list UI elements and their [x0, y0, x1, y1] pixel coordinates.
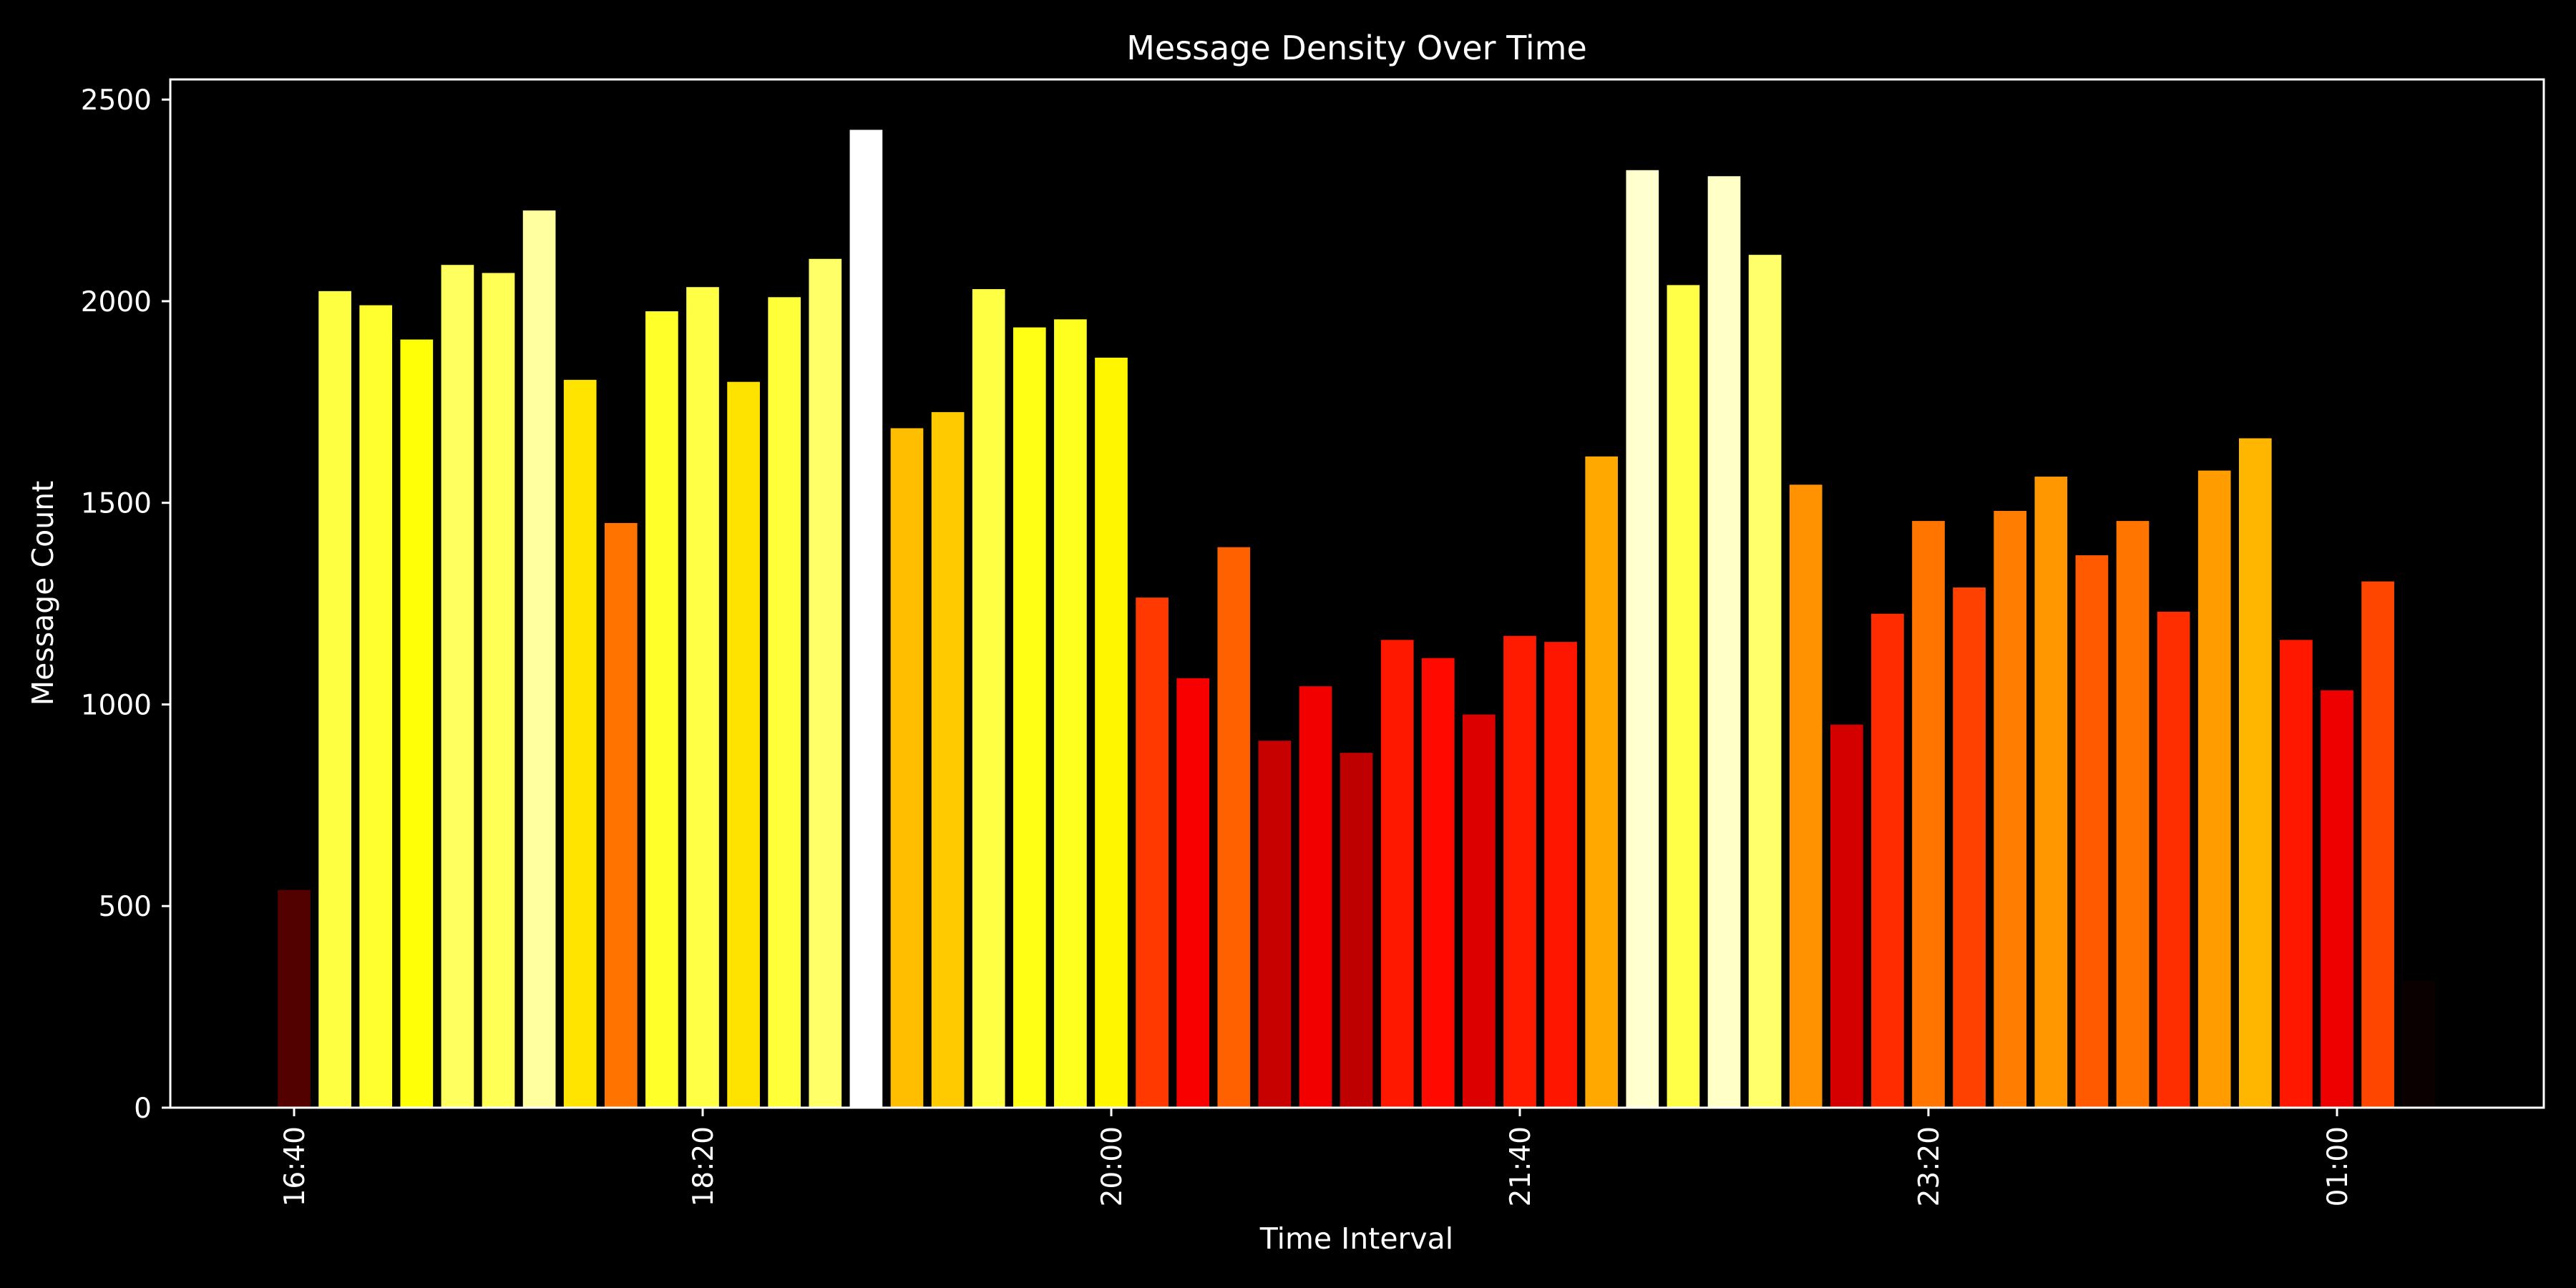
y-axis-ticks: 0 500 1000 1500 2000 2500 — [81, 84, 170, 1125]
bar — [1503, 635, 1536, 1108]
y-tick-label: 1500 — [81, 488, 152, 520]
bar — [1994, 510, 2027, 1108]
bar — [1176, 678, 1210, 1108]
bar — [1258, 741, 1292, 1108]
bar — [809, 258, 842, 1108]
bar — [563, 379, 597, 1108]
bar — [1136, 597, 1169, 1108]
bar — [2075, 555, 2109, 1108]
bar — [278, 889, 311, 1108]
x-tick-label: 01:00 — [2322, 1126, 2354, 1206]
bar — [2280, 640, 2313, 1108]
bar — [2197, 470, 2231, 1108]
bar — [604, 522, 638, 1108]
bar — [645, 311, 678, 1108]
bar — [2321, 690, 2353, 1108]
bar — [1830, 724, 1863, 1108]
bar — [1748, 255, 1782, 1108]
x-axis-ticks: 16:40 18:20 20:00 21:40 23:20 01:00 — [279, 1108, 2354, 1206]
bar — [1953, 587, 1986, 1108]
bar — [1707, 176, 1741, 1108]
bar — [686, 287, 719, 1108]
y-tick-label: 2500 — [81, 84, 152, 117]
bar — [2116, 521, 2150, 1108]
y-axis-label: Message Count — [26, 481, 60, 706]
bar — [1054, 319, 1087, 1108]
bar — [1667, 285, 1700, 1108]
y-tick-label: 500 — [99, 891, 152, 923]
y-tick-label: 1000 — [81, 689, 152, 721]
x-tick-label: 23:20 — [1913, 1126, 1946, 1206]
x-tick-label: 21:40 — [1505, 1126, 1537, 1206]
bar — [849, 130, 883, 1108]
bar — [1013, 327, 1046, 1108]
bar — [359, 305, 393, 1108]
bar — [1095, 357, 1128, 1108]
bar — [441, 265, 474, 1108]
bar — [1463, 714, 1496, 1108]
bar — [318, 291, 351, 1108]
bar — [972, 289, 1005, 1108]
bar — [2402, 980, 2436, 1108]
bar — [1626, 170, 1659, 1108]
x-tick-label: 16:40 — [279, 1126, 311, 1206]
bar — [1871, 613, 1904, 1108]
x-tick-label: 18:20 — [688, 1126, 720, 1206]
bar — [1299, 686, 1332, 1108]
bar — [727, 381, 760, 1108]
bar — [768, 297, 801, 1108]
x-tick-label: 20:00 — [1096, 1126, 1128, 1206]
bar — [2157, 611, 2190, 1108]
bar — [1544, 642, 1577, 1108]
bar — [931, 411, 965, 1108]
bars-group — [278, 130, 2436, 1108]
bar — [1217, 547, 1251, 1108]
bar — [1380, 640, 1414, 1108]
bar — [2361, 581, 2394, 1108]
bar — [1912, 521, 1945, 1108]
bar — [482, 273, 515, 1108]
bar — [1789, 484, 1823, 1108]
y-tick-label: 0 — [134, 1093, 152, 1125]
bar — [1340, 753, 1373, 1108]
chart-title: Message Density Over Time — [1126, 29, 1587, 67]
bar — [890, 428, 924, 1108]
bar — [400, 339, 434, 1108]
x-axis-label: Time Interval — [1259, 1221, 1453, 1256]
bar — [2238, 438, 2272, 1108]
y-tick-label: 2000 — [81, 286, 152, 318]
plot-area-frame — [169, 78, 2545, 1109]
bar — [522, 210, 556, 1108]
bar — [1585, 456, 1619, 1108]
bar — [1421, 658, 1455, 1108]
bar — [2034, 477, 2068, 1108]
